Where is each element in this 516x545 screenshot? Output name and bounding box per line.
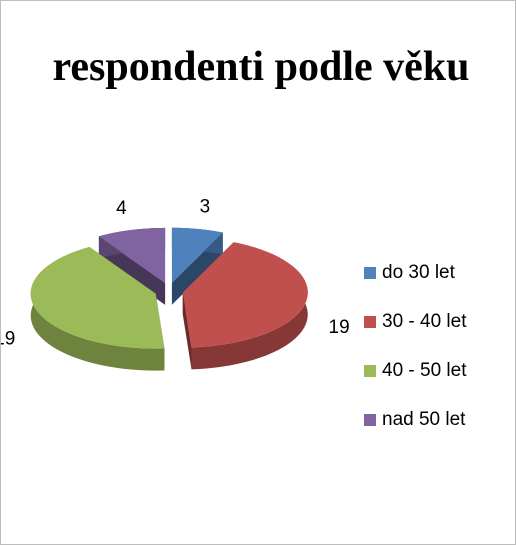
pie-slice (171, 227, 223, 305)
legend-label: 30 - 40 let (382, 311, 467, 332)
legend-swatch (364, 316, 376, 328)
pie-slice (182, 242, 308, 370)
slice-top (30, 246, 165, 349)
data-label: 19 (1, 328, 15, 349)
slice-top (171, 227, 223, 283)
pie-slice (98, 227, 166, 305)
legend-swatch (364, 267, 376, 279)
data-label: 4 (116, 198, 127, 219)
pie-slice (30, 246, 165, 371)
slice-top (182, 242, 308, 348)
legend-label: 40 - 50 let (382, 360, 467, 381)
data-label: 19 (329, 317, 350, 338)
chart-title: respondenti podle věku (52, 44, 470, 90)
legend-label: nad 50 let (382, 409, 466, 430)
legend-swatch (364, 414, 376, 426)
legend-label: do 30 let (382, 262, 456, 283)
data-label: 3 (200, 196, 211, 217)
legend-swatch (364, 365, 376, 377)
slice-top (98, 227, 166, 283)
slice-side (182, 292, 192, 370)
